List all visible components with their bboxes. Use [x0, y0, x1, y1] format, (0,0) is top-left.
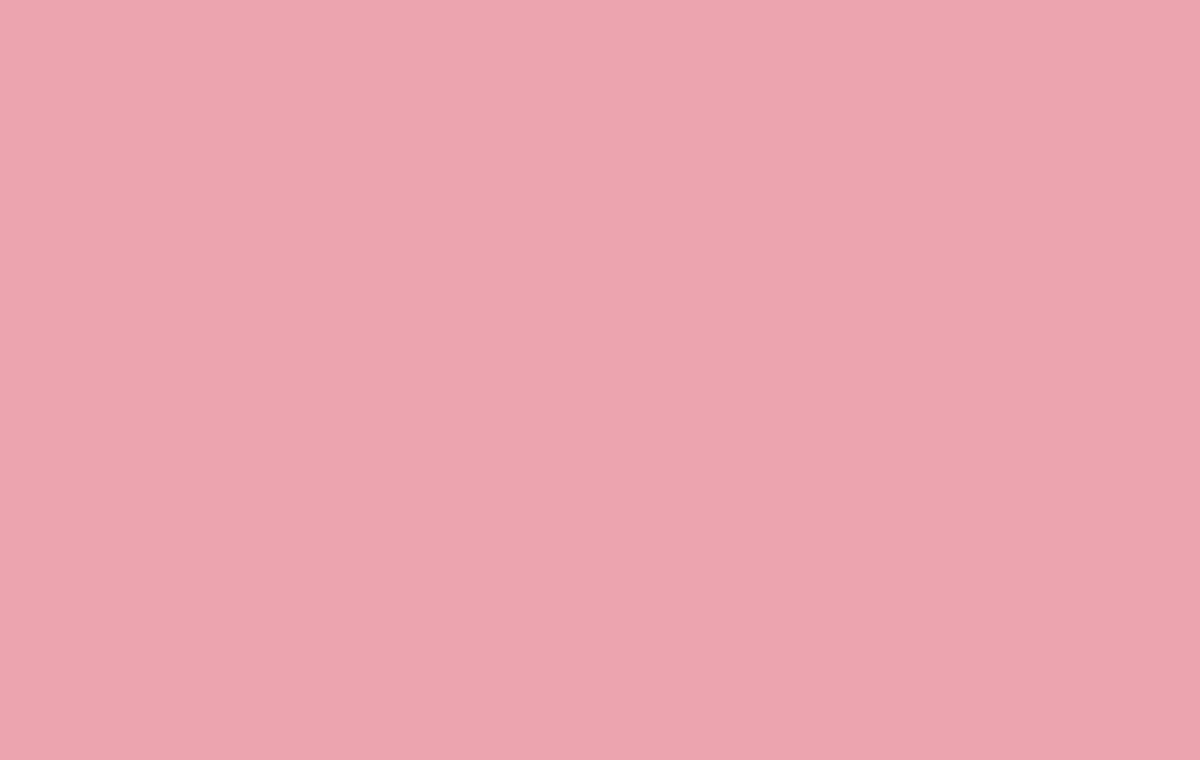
Text: $360,000: $360,000	[554, 321, 644, 340]
Text: the information listed below is available:: the information listed below is availabl…	[215, 258, 600, 277]
Text: based on the size of the ovens and cookie molds owned by the company. Based on b: based on the size of the ovens and cooki…	[215, 217, 1200, 234]
Text: $0.20: $0.20	[481, 644, 535, 662]
Text: $0.14: $0.14	[751, 644, 804, 662]
Text: PER UNIT data:: PER UNIT data:	[206, 549, 372, 567]
Text: $0.04: $0.04	[481, 680, 535, 698]
Text: Direct labor cost: Direct labor cost	[206, 680, 365, 698]
Text: Buttercream: Buttercream	[710, 440, 845, 458]
Text: $0.80: $0.80	[481, 577, 535, 594]
Text: $0.75: $0.75	[630, 577, 684, 594]
Text: Hours per 1000-unit batch:: Hours per 1000-unit batch:	[206, 755, 493, 760]
Text: Sugar: Sugar	[625, 440, 688, 458]
Text: $0.02: $0.02	[630, 680, 684, 698]
Text: Data for the next 2 questions:: Data for the next 2 questions:	[215, 132, 528, 150]
Text: $0.60: $0.60	[751, 577, 804, 594]
Text: ? (you figure out based on information below): ? (you figure out based on information b…	[554, 364, 988, 382]
Text: Macaroon: Macaroon	[456, 440, 560, 458]
Text: 800,000: 800,000	[618, 473, 696, 492]
Text: 500,000: 500,000	[469, 473, 547, 492]
Text: Aunt's Fancy Cookie Company manufactures and sells three flavors of: Aunt's Fancy Cookie Company manufactures…	[490, 132, 1158, 150]
Text: Direct materials cost: Direct materials cost	[206, 644, 406, 662]
Text: Total budgeted manufacturing overhead costs: Total budgeted manufacturing overhead co…	[215, 321, 650, 340]
Text: $0.15: $0.15	[630, 644, 684, 662]
Text: Projected sales in units: Projected sales in units	[206, 473, 428, 492]
Text: 600,000: 600,000	[739, 473, 817, 492]
Text: $0.02: $0.02	[751, 680, 805, 698]
Text: Selling price: Selling price	[206, 583, 326, 601]
Text: cookies: Macaroon, Sugar, and Buttercream. The batch size for the cookies is lim: cookies: Macaroon, Sugar, and Buttercrea…	[215, 174, 1182, 192]
Text: Total budgeted direct labor hours: Total budgeted direct labor hours	[215, 364, 533, 382]
